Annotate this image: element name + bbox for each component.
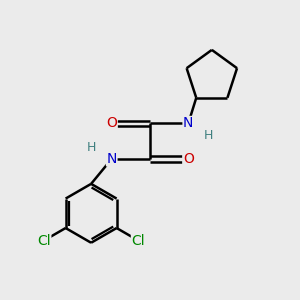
Text: N: N: [183, 116, 194, 130]
Text: H: H: [86, 141, 96, 154]
Text: O: O: [106, 116, 117, 130]
Text: N: N: [106, 152, 117, 166]
Text: H: H: [204, 129, 214, 142]
Text: Cl: Cl: [37, 233, 51, 248]
Text: Cl: Cl: [131, 233, 145, 248]
Text: O: O: [183, 152, 194, 166]
